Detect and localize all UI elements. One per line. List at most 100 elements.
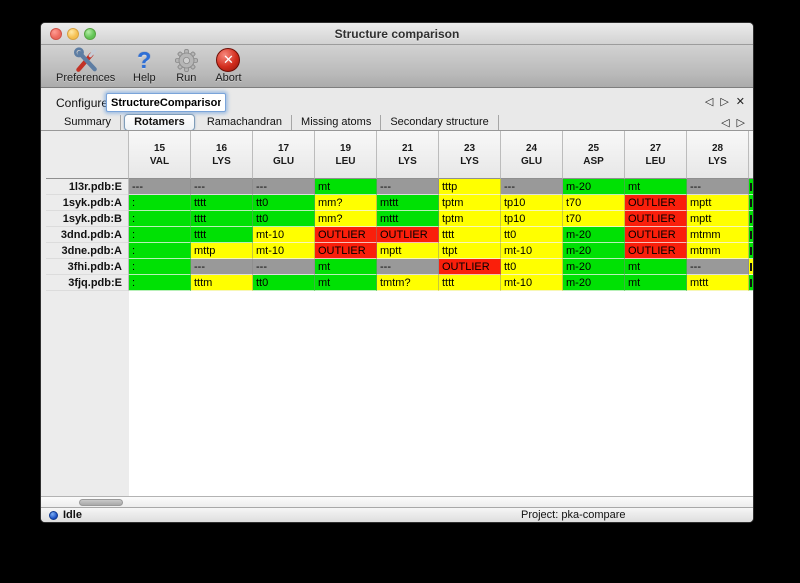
tab-ramachandran[interactable]: Ramachandran (198, 115, 293, 130)
rotamer-cell[interactable]: tt0 (253, 211, 315, 227)
rotamer-cell[interactable]: mt-10 (253, 227, 315, 243)
title-bar[interactable]: Structure comparison (41, 23, 753, 45)
rotamer-cell[interactable]: OUTLIER (315, 243, 377, 259)
row-label[interactable]: 1l3r.pdb:E (46, 179, 129, 195)
horizontal-scrollbar[interactable] (41, 496, 753, 507)
pane-close-button[interactable]: ✕ (735, 96, 745, 108)
tab-missing-atoms[interactable]: Missing atoms (292, 115, 382, 130)
tab-rotamers[interactable]: Rotamers (124, 114, 195, 131)
rotamer-cell[interactable]: mt (625, 179, 687, 195)
rotamer-cell[interactable]: mtmm (687, 243, 749, 259)
tab-summary[interactable]: Summary (55, 115, 122, 130)
tab-secondary-structure[interactable]: Secondary structure (381, 115, 499, 130)
rotamer-cell[interactable]: m-20 (563, 275, 625, 291)
rotamer-cell[interactable]: : (129, 243, 191, 259)
rotamer-cell[interactable]: OUTLIER (439, 259, 501, 275)
rotamer-cell[interactable]: --- (377, 179, 439, 195)
rotamer-cell[interactable]: OUTLIER (625, 195, 687, 211)
rotamer-cell[interactable]: t70 (563, 211, 625, 227)
rotamer-cell[interactable]: tttt (191, 195, 253, 211)
preferences-button[interactable]: Preferences (51, 45, 120, 85)
rotamer-cell[interactable]: OUTLIER (315, 227, 377, 243)
rotamer-cell[interactable]: mt (315, 275, 377, 291)
rotamer-cell[interactable]: mt-10 (253, 243, 315, 259)
rotamer-cell[interactable]: mt (625, 275, 687, 291)
rotamer-cell[interactable]: mt (625, 259, 687, 275)
row-label[interactable]: 3dnd.pdb:A (46, 227, 129, 243)
rotamer-cell[interactable]: OUTLIER (625, 227, 687, 243)
close-window-button[interactable] (50, 28, 62, 40)
rotamer-cell[interactable]: mptt (377, 243, 439, 259)
rotamer-cell[interactable]: mt-10 (501, 275, 563, 291)
rotamer-cell[interactable]: tt0 (253, 195, 315, 211)
rotamer-cell[interactable]: tptm (439, 195, 501, 211)
rotamer-cell[interactable]: : (129, 227, 191, 243)
rotamer-cell[interactable]: mt-10 (501, 243, 563, 259)
rotamer-cell[interactable]: --- (687, 179, 749, 195)
abort-button[interactable]: ✕ Abort (210, 45, 246, 85)
rotamer-cell[interactable]: OUTLIER (625, 211, 687, 227)
rotamer-cell[interactable]: : (129, 211, 191, 227)
rotamer-cell[interactable]: tt0 (253, 275, 315, 291)
rotamer-cell[interactable]: mt (315, 259, 377, 275)
rotamer-cell[interactable]: : (129, 259, 191, 275)
rotamer-cell-partial[interactable] (749, 243, 753, 259)
rotamer-cell[interactable]: mptt (687, 211, 749, 227)
rotamer-cell[interactable]: mtmm (687, 227, 749, 243)
rotamer-cell[interactable]: m-20 (563, 259, 625, 275)
rotamer-cell-partial[interactable] (749, 227, 753, 243)
row-label[interactable]: 1syk.pdb:B (46, 211, 129, 227)
run-button[interactable]: Run (168, 45, 204, 85)
rotamer-cell[interactable]: tttt (439, 227, 501, 243)
rotamer-cell[interactable]: tttt (439, 275, 501, 291)
rotamer-cell[interactable]: tttp (439, 179, 501, 195)
rotamer-cell[interactable]: mm? (315, 211, 377, 227)
rotamer-cell[interactable]: mt (315, 179, 377, 195)
rotamer-cell[interactable]: m-20 (563, 179, 625, 195)
rotamer-cell[interactable]: --- (129, 179, 191, 195)
zoom-window-button[interactable] (84, 28, 96, 40)
rotamer-cell[interactable]: --- (253, 259, 315, 275)
row-label[interactable]: 3fhi.pdb:A (46, 259, 129, 275)
rotamer-cell[interactable]: mttt (377, 195, 439, 211)
minimize-window-button[interactable] (67, 28, 79, 40)
rotamer-cell[interactable]: tptm (439, 211, 501, 227)
pane-next-arrow[interactable]: ▷ (720, 96, 729, 108)
rotamer-cell[interactable]: ttpt (439, 243, 501, 259)
pane-prev-arrow[interactable]: ◁ (704, 96, 714, 108)
rotamer-cell[interactable]: OUTLIER (625, 243, 687, 259)
configure-name-input[interactable] (106, 93, 226, 112)
rotamer-cell[interactable]: mttt (687, 275, 749, 291)
rotamer-cell[interactable]: m-20 (563, 243, 625, 259)
rotamer-cell[interactable]: tttt (191, 211, 253, 227)
rotamer-cell[interactable]: tttm (191, 275, 253, 291)
rotamer-cell[interactable]: : (129, 275, 191, 291)
rotamer-cell[interactable]: mm? (315, 195, 377, 211)
scrollbar-thumb[interactable] (79, 499, 123, 506)
rotamer-cell[interactable]: mttt (377, 211, 439, 227)
rotamer-cell[interactable]: --- (377, 259, 439, 275)
rotamer-cell[interactable]: t70 (563, 195, 625, 211)
rotamer-cell-partial[interactable] (749, 195, 753, 211)
rotamer-cell[interactable]: tp10 (501, 211, 563, 227)
rotamer-cell[interactable]: OUTLIER (377, 227, 439, 243)
rotamer-cell[interactable]: mttp (191, 243, 253, 259)
rotamer-cell-partial[interactable] (749, 179, 753, 195)
rotamer-cell[interactable]: mptt (687, 195, 749, 211)
rotamer-cell[interactable]: : (129, 195, 191, 211)
rotamer-cell[interactable]: tmtm? (377, 275, 439, 291)
row-label[interactable]: 1syk.pdb:A (46, 195, 129, 211)
rotamer-cell-partial[interactable] (749, 259, 753, 275)
rotamer-cell-partial[interactable] (749, 211, 753, 227)
rotamer-cell-partial[interactable] (749, 275, 753, 291)
rotamer-cell[interactable]: tt0 (501, 259, 563, 275)
row-label[interactable]: 3fjq.pdb:E (46, 275, 129, 291)
tab-next-arrow[interactable]: ▷ (736, 117, 745, 129)
rotamer-cell[interactable]: --- (191, 179, 253, 195)
rotamer-cell[interactable]: --- (501, 179, 563, 195)
help-button[interactable]: ? Help (126, 45, 162, 85)
rotamer-cell[interactable]: tt0 (501, 227, 563, 243)
rotamer-cell[interactable]: --- (253, 179, 315, 195)
rotamer-cell[interactable]: m-20 (563, 227, 625, 243)
tab-prev-arrow[interactable]: ◁ (721, 117, 730, 129)
